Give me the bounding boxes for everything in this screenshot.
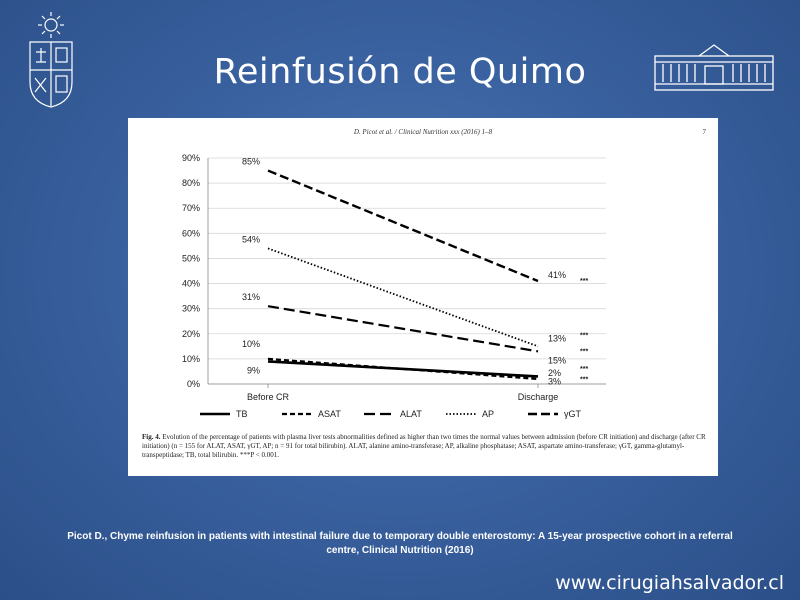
significance-stars: *** [580, 332, 588, 339]
series-line-AP [267, 247, 539, 348]
x-tick-label: Before CR [247, 392, 290, 402]
data-label-discharge: 13% [548, 333, 566, 343]
website-url: www.cirugiahsalvador.cl [555, 572, 784, 594]
x-tick-label: Discharge [518, 392, 559, 402]
y-tick-label: 60% [182, 228, 200, 238]
y-tick-label: 70% [182, 203, 200, 213]
page-number: 7 [702, 128, 707, 136]
data-label-discharge: 2% [548, 368, 561, 378]
data-label-before: 85% [242, 157, 260, 167]
caption-text: Evolution of the percentage of patients … [142, 433, 706, 459]
legend-label: AP [482, 409, 494, 419]
data-label-discharge: 3% [548, 376, 561, 386]
series-line-ASAT [267, 357, 539, 381]
significance-stars: *** [580, 278, 588, 285]
y-tick-label: 50% [182, 253, 200, 263]
significance-stars: *** [580, 348, 588, 355]
data-label-before: 10% [242, 339, 260, 349]
series-line-γGT [267, 169, 539, 283]
legend-label: γGT [564, 409, 582, 419]
hospital-building-logo [654, 44, 774, 91]
series-line-ALAT [267, 305, 539, 353]
significance-stars: *** [580, 376, 588, 383]
y-tick-label: 90% [182, 153, 200, 163]
data-label-before: 54% [242, 234, 260, 244]
legend-label: TB [236, 409, 248, 419]
data-label-before: 31% [242, 292, 260, 302]
figure-caption: Fig. 4. Evolution of the percentage of p… [142, 433, 708, 460]
y-tick-label: 40% [182, 279, 200, 289]
legend-label: ASAT [318, 409, 341, 419]
y-tick-label: 20% [182, 329, 200, 339]
slide-title: Reinfusión de Quimo [213, 52, 587, 92]
y-tick-label: 0% [187, 379, 200, 389]
data-label-before: 9% [247, 365, 260, 375]
data-label-discharge: 15% [548, 355, 566, 365]
caption-label: Fig. 4. [142, 433, 161, 441]
line-chart: 0% 10% 20% 30% 40% 50% 60% 70% 80% 90% Before CR Di… [182, 153, 606, 419]
university-crest-logo [29, 12, 73, 108]
citation-text: Picot D., Chyme reinfusion in patients w… [67, 531, 733, 556]
series-line-TB [267, 360, 539, 378]
y-tick-label: 30% [182, 304, 200, 314]
running-head: D. Picot et al. / Clinical Nutrition xxx… [353, 128, 493, 136]
y-tick-label: 80% [182, 178, 200, 188]
significance-stars: *** [580, 366, 588, 373]
y-tick-label: 10% [182, 354, 200, 364]
legend-label: ALAT [400, 409, 422, 419]
figure-panel: D. Picot et al. / Clinical Nutrition xxx… [128, 118, 718, 476]
data-label-discharge: 41% [548, 270, 566, 280]
